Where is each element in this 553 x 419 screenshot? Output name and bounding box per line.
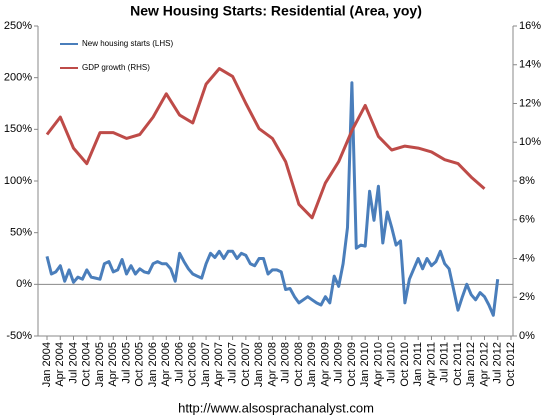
chart-title: New Housing Starts: Residential (Area, y…	[130, 3, 422, 19]
x-tick-label: Oct 2004	[81, 342, 93, 387]
x-tick-label: Apr 2010	[372, 342, 384, 387]
y2-tick-label: 4%	[519, 252, 535, 264]
y-tick-label: 150%	[4, 123, 32, 135]
x-tick-label: Jul 2011	[439, 342, 451, 383]
x-tick-label: Jan 2004	[41, 342, 53, 387]
x-tick-label: Apr 2006	[160, 342, 172, 387]
x-tick-label: Apr 2011	[425, 342, 437, 386]
x-tick-label: Jan 2011	[412, 342, 424, 386]
y2-tick-label: 8%	[519, 175, 535, 187]
x-tick-label: Jul 2005	[120, 342, 132, 384]
x-tick-label: Oct 2006	[187, 342, 199, 387]
x-tick-label: Jan 2009	[306, 342, 318, 387]
x-tick-label: Jan 2005	[94, 342, 106, 387]
legend-label: New housing starts (LHS)	[82, 39, 173, 48]
x-tick-label: Jul 2004	[67, 342, 79, 384]
x-tick-label: Apr 2005	[107, 342, 119, 387]
x-tick-label: Jul 2012	[492, 342, 504, 384]
x-tick-label: Jan 2008	[253, 342, 265, 387]
y-tick-label: 50%	[10, 227, 32, 239]
y2-tick-label: 12%	[519, 97, 541, 109]
x-tick-label: Oct 2008	[293, 342, 305, 387]
series-line	[45, 81, 500, 317]
y-tick-label: 250%	[4, 20, 32, 32]
y2-tick-label: 14%	[519, 59, 541, 71]
y2-tick-label: 16%	[519, 20, 541, 32]
x-tick-label: Oct 2005	[134, 342, 146, 387]
x-tick-label: Apr 2008	[266, 342, 278, 387]
x-tick-label: Apr 2007	[213, 342, 225, 387]
x-tick-label: Jan 2006	[147, 342, 159, 387]
x-tick-label: Jul 2010	[386, 342, 398, 384]
y2-tick-label: 2%	[519, 291, 535, 303]
x-tick-label: Jan 2007	[200, 342, 212, 387]
x-tick-label: Jul 2008	[280, 342, 292, 384]
y-tick-label: 200%	[4, 72, 32, 84]
x-tick-label: Jan 2012	[465, 342, 477, 387]
source: http://www.alsosprachanalyst.com	[178, 400, 374, 415]
x-tick-label: Oct 2012	[505, 342, 517, 387]
y-tick-label: 0%	[16, 278, 32, 290]
y-tick-label: 100%	[4, 175, 32, 187]
y2-tick-label: 6%	[519, 214, 535, 226]
x-tick-label: Apr 2012	[478, 342, 490, 387]
x-tick-label: Jul 2006	[173, 342, 185, 384]
y-tick-label: -50%	[6, 330, 32, 342]
x-tick-label: Oct 2007	[240, 342, 252, 387]
x-tick-label: Jul 2009	[333, 342, 345, 384]
y2-tick-label: 10%	[519, 136, 541, 148]
x-tick-label: Apr 2009	[319, 342, 331, 387]
x-tick-label: Oct 2011	[452, 342, 464, 386]
x-tick-label: Jul 2007	[227, 342, 239, 384]
x-tick-label: Apr 2004	[54, 342, 66, 387]
x-tick-label: Oct 2010	[399, 342, 411, 387]
x-tick-label: Jan 2010	[359, 342, 371, 387]
legend-label: GDP growth (RHS)	[82, 63, 150, 72]
series-line	[45, 67, 486, 220]
y2-tick-label: 0%	[519, 330, 535, 342]
x-tick-label: Oct 2009	[346, 342, 358, 387]
